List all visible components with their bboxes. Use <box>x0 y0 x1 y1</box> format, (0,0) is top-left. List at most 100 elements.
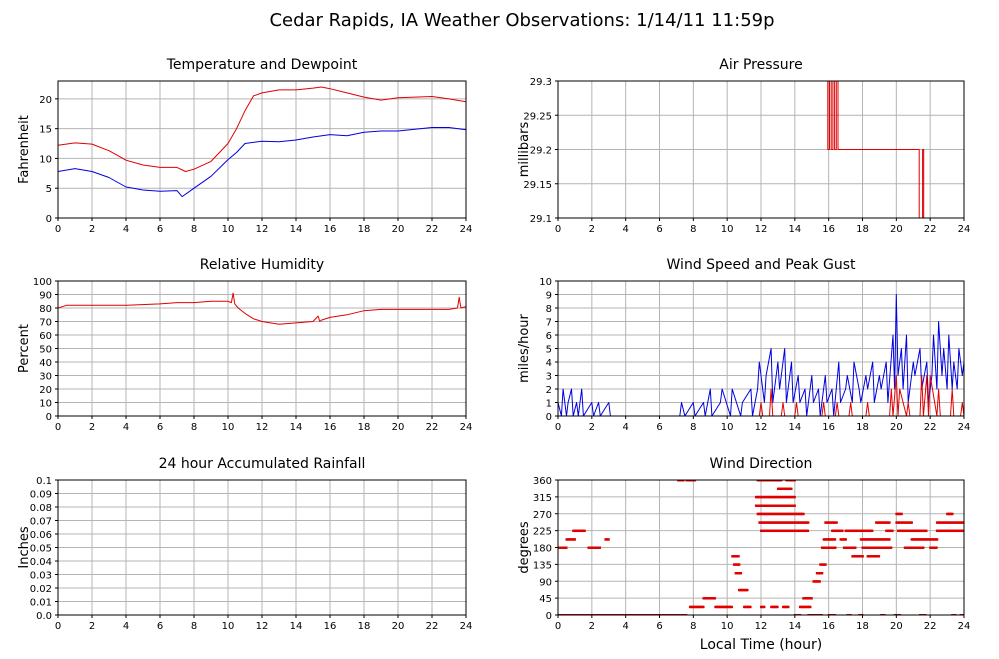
x-tick-label: 12 <box>256 224 269 235</box>
series-line-blue <box>558 294 964 416</box>
x-tick-label: 18 <box>856 621 869 632</box>
x-tick-label: 24 <box>958 422 971 433</box>
x-tick-label: 6 <box>656 621 662 632</box>
plot-frame <box>557 280 965 417</box>
x-tick-label: 24 <box>958 621 971 632</box>
direction-point <box>818 580 821 583</box>
x-tick-label: 10 <box>222 224 235 235</box>
y-tick-label: 0.04 <box>30 557 52 568</box>
y-tick-label: 4 <box>546 358 552 369</box>
direction-point <box>861 555 864 558</box>
y-tick-label: 0.1 <box>36 476 52 487</box>
y-tick-label: 0.07 <box>30 517 52 528</box>
direction-point <box>793 480 796 482</box>
direction-point <box>682 480 685 482</box>
y-tick-label: 0.02 <box>30 584 52 595</box>
y-tick-label: 29.25 <box>523 111 552 122</box>
y-tick-label: 20 <box>39 385 52 396</box>
direction-point <box>763 605 766 609</box>
x-tick-label: 14 <box>788 224 801 235</box>
x-tick-label: 10 <box>721 621 734 632</box>
y-tick-label: 0 <box>546 611 552 622</box>
y-tick-label: 80 <box>39 304 52 315</box>
y-tick-label: 1 <box>546 399 552 410</box>
x-tick-label: 0 <box>555 621 561 632</box>
x-tick-label: 20 <box>392 422 405 433</box>
direction-point <box>598 546 602 549</box>
x-tick-label: 10 <box>222 422 235 433</box>
direction-point <box>888 521 891 524</box>
x-tick-label: 16 <box>822 621 835 632</box>
y-tick-label: 270 <box>533 510 552 521</box>
direction-point <box>809 605 812 609</box>
x-tick-label: 14 <box>290 224 303 235</box>
chart-title: 24 hour Accumulated Rainfall <box>159 456 366 472</box>
x-tick-label: 24 <box>958 224 971 235</box>
series-line-red <box>558 81 964 218</box>
y-axis-label: miles/hour <box>517 313 532 382</box>
direction-point <box>702 605 705 609</box>
y-tick-label: 0 <box>46 214 52 225</box>
page-title: Cedar Rapids, IA Weather Observations: 1… <box>269 10 774 31</box>
x-tick-label: 20 <box>890 621 903 632</box>
x-tick-label: 22 <box>924 621 937 632</box>
chart-title: Relative Humidity <box>200 257 324 273</box>
x-tick-label: 20 <box>890 422 903 433</box>
direction-point <box>790 487 793 491</box>
plot-frame <box>57 280 467 417</box>
x-tick-label: 4 <box>123 621 129 632</box>
x-tick-label: 2 <box>589 422 595 433</box>
direction-point <box>746 588 749 592</box>
x-tick-label: 10 <box>721 422 734 433</box>
x-tick-label: 16 <box>324 422 337 433</box>
x-tick-label: 24 <box>460 621 473 632</box>
direction-point <box>888 538 891 541</box>
y-tick-label: 8 <box>546 304 552 315</box>
series-line-blue <box>58 127 466 198</box>
direction-point <box>787 605 790 609</box>
x-tick-label: 10 <box>222 621 235 632</box>
x-tick-label: 18 <box>358 224 371 235</box>
x-tick-label: 16 <box>324 621 337 632</box>
x-tick-label: 4 <box>123 422 129 433</box>
x-tick-label: 22 <box>924 422 937 433</box>
x-tick-label: 18 <box>358 621 371 632</box>
x-tick-label: 4 <box>622 621 628 632</box>
y-tick-label: 90 <box>539 577 552 588</box>
direction-point <box>925 529 928 533</box>
x-tick-label: 14 <box>788 621 801 632</box>
direction-point <box>910 521 913 524</box>
x-tick-label: 14 <box>290 422 303 433</box>
y-tick-label: 0.08 <box>30 503 52 514</box>
x-tick-label: 8 <box>191 621 197 632</box>
x-tick-label: 10 <box>721 224 734 235</box>
y-tick-label: 45 <box>539 594 552 605</box>
x-tick-label: 16 <box>822 422 835 433</box>
direction-point <box>824 563 827 566</box>
x-tick-label: 12 <box>755 224 768 235</box>
direction-point <box>833 538 837 541</box>
series-line-red <box>558 375 964 416</box>
x-tick-label: 20 <box>392 621 405 632</box>
direction-point <box>583 529 586 533</box>
x-tick-label: 18 <box>856 224 869 235</box>
x-tick-label: 20 <box>890 224 903 235</box>
x-tick-label: 24 <box>460 422 473 433</box>
x-tick-label: 22 <box>426 422 439 433</box>
x-tick-label: 8 <box>191 224 197 235</box>
direction-point <box>802 512 805 516</box>
x-tick-label: 14 <box>788 422 801 433</box>
y-tick-label: 2 <box>546 385 552 396</box>
direction-point <box>807 521 810 524</box>
y-tick-label: 30 <box>39 372 52 383</box>
direction-point <box>835 521 838 524</box>
direction-point <box>820 572 824 575</box>
series-line-red <box>58 292 466 325</box>
plot-marks <box>558 294 964 416</box>
chart-title: Temperature and Dewpoint <box>166 57 358 73</box>
direction-point <box>922 546 925 549</box>
y-axis-label: Fahrenheit <box>17 115 32 184</box>
